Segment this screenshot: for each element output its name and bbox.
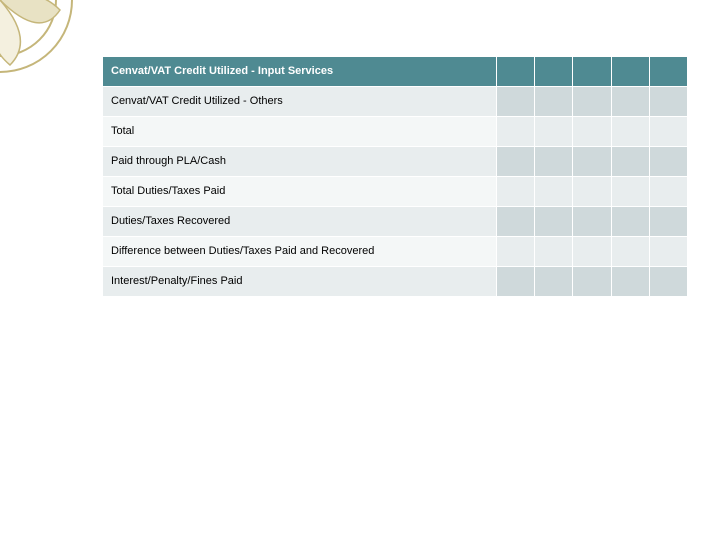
table-row: Total Duties/Taxes Paid — [103, 177, 688, 207]
data-cell — [649, 117, 687, 147]
data-cell — [496, 177, 534, 207]
data-cell — [573, 237, 611, 267]
data-cell — [649, 267, 687, 297]
data-cell — [535, 267, 573, 297]
data-cell — [496, 267, 534, 297]
row-label: Paid through PLA/Cash — [103, 147, 497, 177]
table-row: Cenvat/VAT Credit Utilized - Input Servi… — [103, 57, 688, 87]
data-cell — [649, 177, 687, 207]
data-cell — [496, 207, 534, 237]
duties-table: Cenvat/VAT Credit Utilized - Input Servi… — [102, 56, 688, 297]
data-cell — [573, 267, 611, 297]
row-label: Cenvat/VAT Credit Utilized - Input Servi… — [103, 57, 497, 87]
data-cell — [573, 87, 611, 117]
data-cell — [611, 267, 649, 297]
row-label: Interest/Penalty/Fines Paid — [103, 267, 497, 297]
data-cell — [535, 237, 573, 267]
data-cell — [649, 237, 687, 267]
data-cell — [611, 87, 649, 117]
row-label: Total — [103, 117, 497, 147]
data-cell — [649, 57, 687, 87]
data-cell — [573, 207, 611, 237]
table-row: Difference between Duties/Taxes Paid and… — [103, 237, 688, 267]
data-cell — [535, 87, 573, 117]
data-cell — [496, 147, 534, 177]
table-row: Cenvat/VAT Credit Utilized - Others — [103, 87, 688, 117]
data-cell — [611, 147, 649, 177]
data-cell — [649, 87, 687, 117]
data-cell — [611, 117, 649, 147]
table-row: Interest/Penalty/Fines Paid — [103, 267, 688, 297]
data-cell — [535, 147, 573, 177]
row-label: Cenvat/VAT Credit Utilized - Others — [103, 87, 497, 117]
data-cell — [496, 87, 534, 117]
data-cell — [611, 57, 649, 87]
data-cell — [573, 117, 611, 147]
data-cell — [611, 177, 649, 207]
data-cell — [573, 147, 611, 177]
data-cell — [496, 117, 534, 147]
data-cell — [535, 177, 573, 207]
data-cell — [573, 177, 611, 207]
row-label: Total Duties/Taxes Paid — [103, 177, 497, 207]
data-cell — [496, 57, 534, 87]
data-cell — [535, 207, 573, 237]
row-label: Difference between Duties/Taxes Paid and… — [103, 237, 497, 267]
data-cell — [611, 237, 649, 267]
data-cell — [649, 147, 687, 177]
table-row: Paid through PLA/Cash — [103, 147, 688, 177]
row-label: Duties/Taxes Recovered — [103, 207, 497, 237]
corner-ornament — [0, 0, 100, 100]
data-cell — [496, 237, 534, 267]
duties-table-container: Cenvat/VAT Credit Utilized - Input Servi… — [102, 56, 688, 297]
table-row: Total — [103, 117, 688, 147]
data-cell — [611, 207, 649, 237]
data-cell — [535, 57, 573, 87]
table-row: Duties/Taxes Recovered — [103, 207, 688, 237]
data-cell — [573, 57, 611, 87]
data-cell — [535, 117, 573, 147]
data-cell — [649, 207, 687, 237]
